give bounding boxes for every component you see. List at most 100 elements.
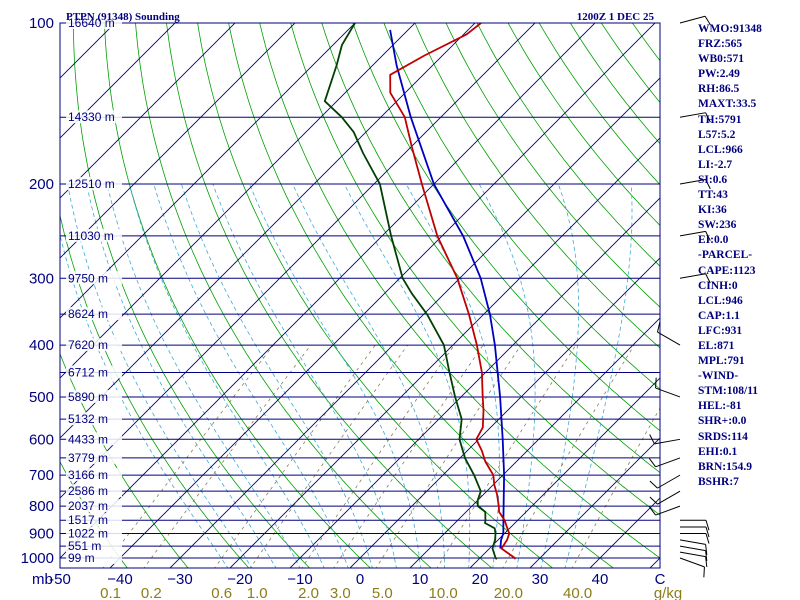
wind-barb-flag	[704, 16, 712, 26]
pressure-unit-label: mb	[32, 571, 53, 588]
wind-barb-staff	[679, 557, 705, 568]
wind-barb-staff	[679, 230, 706, 237]
wind-barb-staff	[657, 331, 681, 346]
wind-barb	[655, 377, 681, 398]
wind-barb	[649, 474, 681, 489]
wind-barb-flag	[705, 556, 708, 568]
mixing-ratio-line	[143, 344, 312, 568]
pressure-axis-labels: 100 200 300 400 500 600 700 800 900 1000 mb	[21, 15, 54, 588]
isotherm	[60, 23, 356, 319]
moist-adiabat	[86, 184, 277, 568]
index-item: PW:2.49	[698, 68, 740, 81]
wind-barb	[679, 539, 708, 555]
wind-barb-staff	[654, 438, 681, 445]
height-label-bg	[66, 177, 122, 191]
height-label: 11030 m	[68, 229, 114, 243]
plot-area	[0, 11, 800, 569]
mixing-ratio-line	[571, 407, 660, 568]
wind-barbs	[648, 15, 712, 578]
pressure-tick-label: 800	[29, 498, 54, 515]
height-label-bg	[66, 484, 122, 498]
isotherm	[60, 23, 296, 259]
wind-barb	[679, 545, 708, 562]
wind-barb-staff	[679, 15, 706, 24]
moist-adiabats	[60, 183, 633, 568]
height-label-bg	[66, 468, 122, 482]
temperature-tick-label: 20	[472, 571, 489, 588]
index-item: CINH:0	[698, 279, 738, 292]
wind-barb-flag	[705, 520, 710, 531]
height-label-bg	[66, 16, 122, 29]
height-label: 8624 m	[68, 307, 108, 321]
wind-barb	[679, 112, 711, 123]
index-item: LI:-2.7	[698, 158, 733, 171]
mixing-ratio-line	[375, 344, 522, 568]
moist-adiabat	[212, 183, 397, 568]
height-label-bg	[66, 499, 122, 513]
moist-adiabat	[343, 183, 471, 568]
dry-adiabat	[383, 23, 660, 390]
mixing-ratio-line	[502, 344, 635, 568]
height-label: 551 m	[68, 539, 101, 553]
height-label: 6712 m	[68, 365, 108, 379]
temperature-tick-label: −10	[287, 571, 312, 588]
pressure-tick-label: 900	[29, 526, 54, 543]
wind-barb	[649, 490, 681, 505]
station-title: PTPN (91348) Sounding	[66, 11, 180, 23]
index-item: STM:108/11	[698, 385, 759, 398]
wind-barb-flag	[648, 506, 656, 516]
dry-adiabat	[321, 23, 660, 474]
temperature-tick-label: 0	[356, 571, 364, 588]
wind-barb	[679, 15, 712, 26]
pressure-tick-label: 100	[29, 15, 54, 32]
temperature-tick-label: −20	[227, 571, 252, 588]
mixing-ratio-label: 0.2	[141, 585, 162, 600]
height-label: 5890 m	[68, 390, 108, 404]
height-label-bg	[66, 412, 122, 426]
temperature-profile-line	[389, 23, 516, 560]
index-item: -PARCEL-	[698, 249, 753, 262]
index-item: KI:36	[698, 204, 727, 217]
dewpoint-profile-line	[323, 23, 498, 560]
temperature-tick-label: 10	[412, 571, 429, 588]
wind-barb-staff	[655, 457, 681, 468]
isotherm	[0, 11, 67, 569]
index-item: TH:5791	[698, 113, 742, 126]
wind-barb	[680, 533, 710, 544]
height-label-bg	[66, 307, 122, 321]
height-label: 7620 m	[68, 338, 108, 352]
profiles	[323, 23, 516, 560]
dry-adiabat	[777, 11, 800, 569]
wind-barb-staff	[679, 539, 706, 545]
index-item: FRZ:565	[698, 38, 743, 51]
temperature-tick-label: −30	[167, 571, 192, 588]
isotherm	[0, 11, 7, 569]
dry-adiabat	[60, 213, 250, 568]
wind-barb-staff	[679, 273, 706, 279]
index-item: CAP:1.1	[698, 309, 740, 322]
index-item: SRDS:114	[698, 430, 748, 443]
dry-adiabat	[414, 23, 660, 349]
isotherms	[0, 11, 660, 569]
index-item: SI:0.6	[698, 173, 728, 186]
wind-barb-flag	[705, 550, 708, 562]
height-labels: 16640 m 14330 m 12510 m 11030 m 9750 m 8624 m…	[66, 16, 122, 565]
isotherm	[60, 23, 176, 139]
pressure-tick-label: 400	[29, 337, 54, 354]
wind-barb	[680, 519, 710, 531]
height-label-bg	[66, 338, 122, 352]
height-label-bg	[66, 110, 122, 124]
index-item: EHI:0.1	[698, 445, 738, 458]
index-item: WB0:571	[698, 53, 744, 66]
dry-adiabats	[60, 11, 800, 569]
wind-barb-staff	[655, 387, 681, 398]
pressure-tick-label: 500	[29, 389, 54, 406]
dry-adiabat	[166, 23, 493, 568]
dry-adiabat	[600, 23, 660, 104]
wind-barb-flag	[656, 321, 661, 333]
moist-adiabat	[292, 183, 446, 568]
plot-frame	[59, 22, 661, 569]
isobars	[60, 22, 660, 559]
height-label: 9750 m	[68, 271, 108, 285]
